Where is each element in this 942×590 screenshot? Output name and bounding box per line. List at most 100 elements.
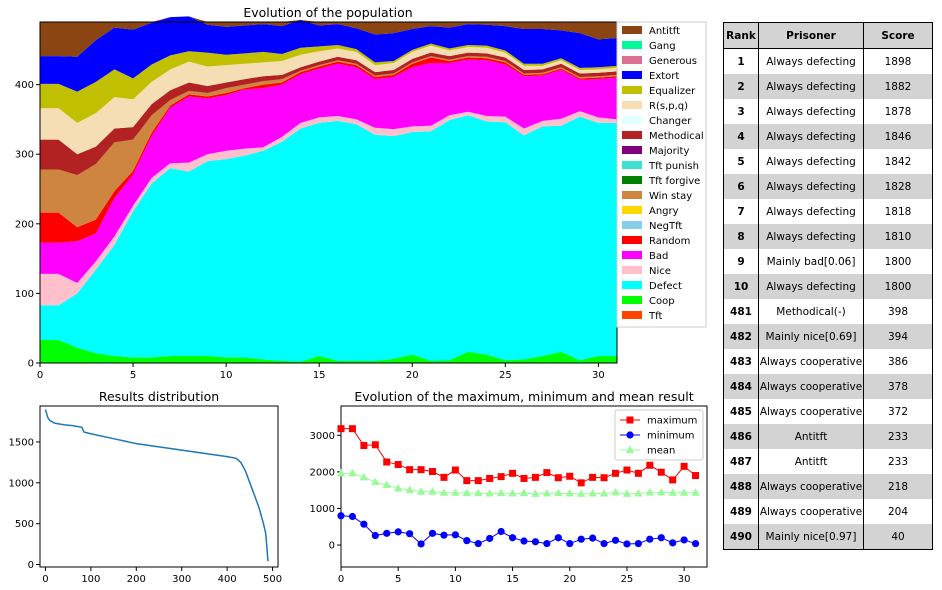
- evo-y-tick-label: 1000: [310, 504, 335, 515]
- evo-point-minimum: [543, 539, 551, 548]
- evo-point-minimum: [577, 535, 585, 543]
- evo-point-maximum: [497, 473, 505, 481]
- evo-x-tick-label: 15: [506, 574, 519, 585]
- evo-point-mean: [554, 488, 563, 497]
- area-series-2: [40, 115, 617, 362]
- area-y-tick-label: 300: [15, 150, 34, 161]
- evo-point-maximum: [612, 469, 619, 477]
- area-legend-label: Defect: [649, 281, 682, 292]
- evo-point-maximum: [348, 425, 356, 433]
- evo-point-mean: [599, 488, 609, 497]
- area-series-14: [40, 45, 617, 155]
- cell-rank: 487: [723, 449, 759, 474]
- evo-point-minimum: [600, 539, 608, 548]
- dist-x-axis: 0 100 200 300 400 500: [42, 567, 282, 585]
- evo-point-minimum: [646, 535, 654, 543]
- evo-point-mean: [645, 487, 655, 496]
- cell-rank: 6: [723, 174, 759, 199]
- evo-point-mean: [496, 488, 506, 497]
- cell-prisoner: Always defecting: [758, 48, 864, 74]
- area-legend-label: Extort: [649, 71, 679, 82]
- area-y-axis: 0 100 200 300 400: [15, 80, 40, 370]
- cell-prisoner: Always defecting: [758, 199, 864, 224]
- evo-point-maximum: [577, 479, 585, 487]
- cell-rank: 3: [723, 99, 759, 124]
- cell-score: 1882: [863, 74, 933, 99]
- evo-point-maximum: [406, 466, 414, 474]
- area-legend-swatch: [622, 236, 642, 244]
- evo-point-minimum: [406, 530, 414, 538]
- evo-point-mean: [565, 488, 574, 497]
- cell-score: 1810: [863, 224, 933, 249]
- evo-series: [336, 425, 700, 548]
- cell-prisoner: Mainly bad[0.06]: [758, 249, 864, 274]
- table-row: 490 Mainly nice[0.97] 40: [723, 524, 933, 550]
- ranking-table: Rank Prisoner Score 1 Always defecting 189…: [723, 22, 933, 550]
- cell-score: 1800: [863, 249, 933, 274]
- evo-point-minimum: [657, 534, 665, 542]
- evo-point-minimum: [463, 537, 471, 545]
- dist-x-tick-label: 400: [218, 574, 237, 585]
- area-legend-label: Majority: [649, 146, 689, 157]
- evo-x-tick-label: 5: [395, 574, 401, 585]
- cell-prisoner: Always cooperative: [758, 349, 864, 374]
- cell-prisoner: Always defecting: [758, 224, 864, 249]
- evo-point-maximum: [394, 461, 402, 469]
- cell-score: 40: [863, 524, 933, 550]
- cell-rank: 7: [723, 199, 759, 224]
- cell-prisoner: Always defecting: [758, 74, 864, 99]
- area-x-axis: 0 5 10 15 20 25 30: [37, 363, 605, 381]
- evo-point-minimum: [371, 531, 379, 540]
- evo-point-minimum: [669, 539, 677, 547]
- area-legend-swatch: [622, 296, 642, 304]
- cell-rank: 488: [723, 474, 759, 499]
- area-legend-label: Tft punish: [648, 161, 699, 172]
- dist-plot-frame: [39, 405, 279, 568]
- cell-prisoner: Mainly nice[0.69]: [758, 324, 864, 349]
- cell-rank: 485: [723, 399, 759, 424]
- area-legend-label: Generous: [649, 56, 697, 67]
- cell-prisoner: Methodical(-): [758, 299, 864, 324]
- dist-y-tick-label: 1000: [9, 478, 34, 489]
- dist-x-tick-label: 500: [263, 574, 282, 585]
- table-row: 484 Always cooperative 378: [723, 374, 933, 399]
- evo-legend-marker: [626, 431, 634, 439]
- cell-score: 204: [863, 499, 933, 524]
- evo-point-mean: [405, 485, 414, 494]
- evo-point-minimum: [451, 531, 459, 539]
- evo-legend-label: minimum: [647, 431, 694, 442]
- evo-point-maximum: [634, 469, 642, 477]
- evo-point-minimum: [520, 537, 528, 545]
- cell-score: 386: [863, 349, 933, 374]
- evo-point-mean: [428, 487, 437, 495]
- cell-score: 398: [863, 299, 933, 324]
- table-row: 487 Antitft 233: [723, 449, 933, 474]
- table-row: 6 Always defecting 1828: [723, 174, 933, 199]
- evo-point-maximum: [692, 472, 700, 480]
- cell-prisoner: Always defecting: [758, 149, 864, 174]
- dist-x-tick-label: 300: [172, 574, 191, 585]
- evo-point-mean: [668, 488, 677, 496]
- area-x-tick-label: 25: [499, 370, 512, 381]
- cell-score: 378: [863, 374, 933, 399]
- area-legend-label: Equalizer: [649, 86, 696, 97]
- area-legend-label: Tft: [648, 311, 662, 322]
- evolution-results-chart: Evolution of the maximum, minimum and me…: [310, 389, 708, 585]
- area-legend-swatch: [622, 281, 642, 289]
- cell-prisoner: Always defecting: [758, 99, 864, 124]
- area-legend-swatch: [622, 161, 642, 169]
- area-y-tick-label: 100: [15, 289, 34, 300]
- evo-x-tick-label: 30: [678, 574, 691, 585]
- table-row: 482 Mainly nice[0.69] 394: [723, 324, 933, 349]
- area-legend-label: Antitft: [649, 26, 680, 37]
- area-series-16: [40, 16, 617, 92]
- cell-rank: 483: [723, 349, 759, 374]
- evo-legend-box: [614, 409, 704, 461]
- evo-legend-marker: [626, 416, 634, 424]
- cell-rank: 9: [723, 249, 759, 274]
- area-legend-swatch: [622, 146, 642, 154]
- evo-point-minimum: [508, 534, 517, 542]
- table-row: 489 Always cooperative 204: [723, 499, 933, 524]
- evo-point-maximum: [429, 467, 436, 475]
- evo-point-mean: [657, 487, 666, 496]
